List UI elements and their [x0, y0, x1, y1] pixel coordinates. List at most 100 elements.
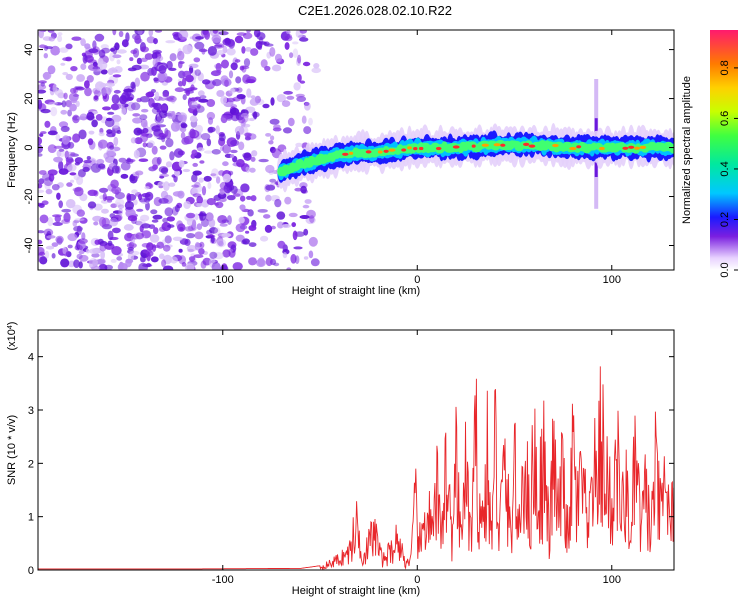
noise-blob — [47, 144, 57, 154]
noise-blob — [135, 170, 144, 176]
noise-blob — [141, 223, 151, 229]
noise-blob — [110, 48, 116, 52]
noise-blob — [44, 180, 51, 190]
noise-blob — [297, 73, 302, 83]
noise-blob — [144, 191, 154, 201]
noise-blob — [144, 186, 150, 190]
noise-blob — [53, 145, 64, 149]
noise-blob — [123, 88, 134, 93]
noise-blob — [70, 87, 77, 94]
noise-blob — [215, 62, 222, 72]
noise-blob — [89, 248, 100, 255]
noise-blob — [255, 40, 263, 50]
noise-blob — [111, 129, 116, 138]
noise-blob — [246, 30, 251, 33]
noise-blob — [235, 234, 245, 242]
noise-blob — [133, 149, 140, 159]
noise-blob — [221, 219, 229, 223]
noise-blob — [94, 89, 101, 98]
noise-blob — [232, 96, 241, 102]
noise-blob — [303, 126, 312, 135]
noise-blob — [61, 135, 70, 145]
noise-blob — [203, 175, 212, 182]
noise-blob — [148, 224, 156, 230]
noise-blob — [188, 63, 199, 69]
noise-blob — [62, 72, 69, 76]
noise-blob — [65, 73, 73, 81]
noise-blob — [151, 219, 159, 223]
noise-blob — [85, 248, 90, 254]
noise-blob — [276, 211, 286, 220]
noise-blob — [59, 47, 69, 53]
noise-blob — [44, 120, 51, 128]
noise-blob — [82, 54, 88, 64]
noise-blob — [291, 222, 297, 228]
noise-blob — [152, 164, 158, 170]
noise-blob — [166, 60, 173, 70]
noise-blob — [289, 52, 294, 59]
noise-blob — [206, 138, 212, 147]
noise-blob — [56, 150, 62, 158]
noise-blob — [182, 168, 191, 173]
noise-blob — [164, 129, 171, 140]
noise-blob — [118, 157, 127, 163]
noise-blob — [74, 218, 85, 222]
noise-blob — [97, 139, 108, 149]
noise-blob — [50, 106, 58, 117]
noise-blob — [130, 137, 137, 144]
noise-blob — [164, 207, 174, 217]
noise-blob — [260, 59, 268, 68]
noise-blob — [174, 87, 185, 93]
y-tick-label: 0 — [23, 144, 35, 150]
noise-blob — [38, 80, 47, 84]
noise-blob — [158, 185, 164, 189]
noise-blob — [282, 252, 288, 259]
noise-blob — [206, 99, 216, 107]
noise-blob — [188, 100, 198, 109]
noise-blob — [311, 67, 322, 74]
noise-blob — [66, 182, 73, 187]
noise-blob — [113, 136, 119, 147]
noise-blob — [309, 215, 315, 224]
noise-blob — [111, 94, 120, 104]
noise-blob — [308, 250, 314, 259]
noise-blob — [249, 167, 256, 173]
noise-blob — [112, 54, 122, 59]
noise-blob — [232, 193, 241, 197]
track-peak — [342, 152, 349, 156]
noise-blob — [93, 190, 99, 197]
noise-blob — [132, 113, 141, 117]
noise-blob — [218, 240, 224, 247]
noise-blob — [293, 82, 301, 91]
track-peak — [493, 143, 501, 147]
noise-blob — [228, 70, 234, 79]
track-peak — [599, 146, 605, 151]
noise-blob — [91, 119, 98, 128]
snr-frame — [37, 329, 675, 571]
noise-blob — [82, 166, 90, 173]
noise-blob — [104, 82, 115, 87]
noise-blob — [150, 89, 156, 93]
spectrogram-x-label: Height of straight line (km) — [292, 285, 420, 297]
noise-blob — [151, 145, 158, 155]
noise-blob — [114, 66, 123, 73]
spectrogram-x-ticks: -100 0 100 — [212, 30, 621, 286]
noise-blob — [265, 257, 273, 267]
noise-blob — [230, 154, 235, 158]
noise-blob — [216, 90, 225, 97]
noise-blob — [134, 77, 140, 87]
noise-blob — [111, 246, 122, 256]
noise-blob — [166, 216, 175, 222]
noise-blob — [55, 235, 64, 244]
track-peak — [500, 143, 506, 147]
noise-blob — [152, 58, 158, 68]
noise-blob — [110, 179, 119, 189]
noise-blob — [98, 132, 105, 137]
noise-blob — [60, 258, 70, 268]
noise-blob — [186, 212, 196, 219]
snr-multiplier-base: (x10 — [6, 329, 18, 350]
noise-blob — [148, 30, 154, 37]
noise-blob — [99, 82, 107, 88]
noise-blob — [109, 145, 114, 150]
